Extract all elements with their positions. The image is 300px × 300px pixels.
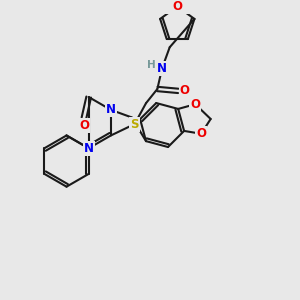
Text: N: N [157,61,167,75]
Text: O: O [79,119,89,132]
Text: O: O [172,0,182,13]
Text: N: N [106,103,116,116]
Text: S: S [130,118,139,130]
Text: H: H [147,60,156,70]
Text: O: O [180,84,190,98]
Text: N: N [84,142,94,155]
Text: O: O [196,127,206,140]
Text: O: O [190,98,200,111]
